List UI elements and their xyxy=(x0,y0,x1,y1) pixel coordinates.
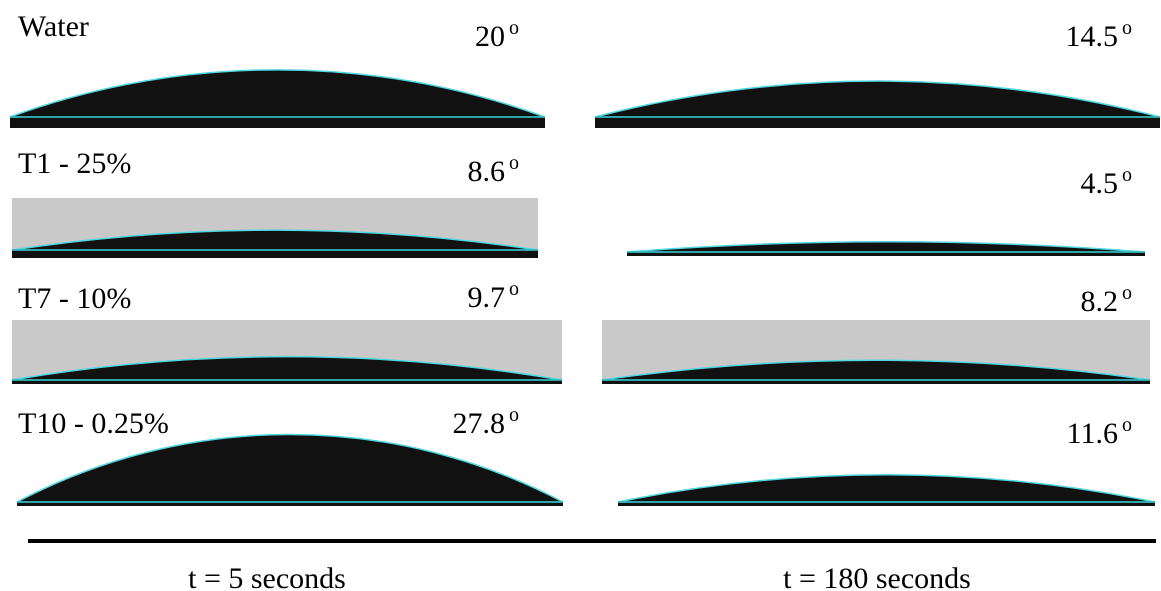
sample-label: T7 - 10% xyxy=(18,282,131,315)
contact-angle: 8.6 xyxy=(468,155,506,188)
time-label: t = 5 seconds xyxy=(188,562,346,591)
degree-mark: o xyxy=(1122,282,1132,304)
degree-mark: o xyxy=(509,278,519,300)
droplet xyxy=(618,475,1155,502)
contact-angle: 14.5 xyxy=(1066,20,1119,53)
contact-angle: 4.5 xyxy=(1081,167,1119,200)
contact-angle: 20 xyxy=(475,20,505,53)
droplet xyxy=(17,434,563,502)
degree-mark: o xyxy=(1122,164,1132,186)
contact-angle: 27.8 xyxy=(453,407,506,440)
time-label: t = 180 seconds xyxy=(783,562,971,591)
sample-label: T1 - 25% xyxy=(18,147,131,180)
degree-mark: o xyxy=(509,404,519,426)
substrate xyxy=(595,117,1160,128)
substrate xyxy=(12,250,538,258)
degree-mark: o xyxy=(1122,414,1132,436)
figure: t = 5 seconds t = 180 seconds Water20o14… xyxy=(0,0,1161,591)
degree-mark: o xyxy=(509,17,519,39)
contact-angle: 8.2 xyxy=(1081,285,1119,318)
degree-mark: o xyxy=(1122,17,1132,39)
degree-mark: o xyxy=(509,152,519,174)
droplet xyxy=(627,242,1145,252)
substrate xyxy=(10,117,545,128)
droplet xyxy=(10,70,545,117)
sample-label: Water xyxy=(18,10,89,43)
droplet xyxy=(595,81,1160,117)
contact-angle: 11.6 xyxy=(1067,417,1118,450)
contact-angle: 9.7 xyxy=(468,281,506,314)
sample-label: T10 - 0.25% xyxy=(18,407,169,440)
